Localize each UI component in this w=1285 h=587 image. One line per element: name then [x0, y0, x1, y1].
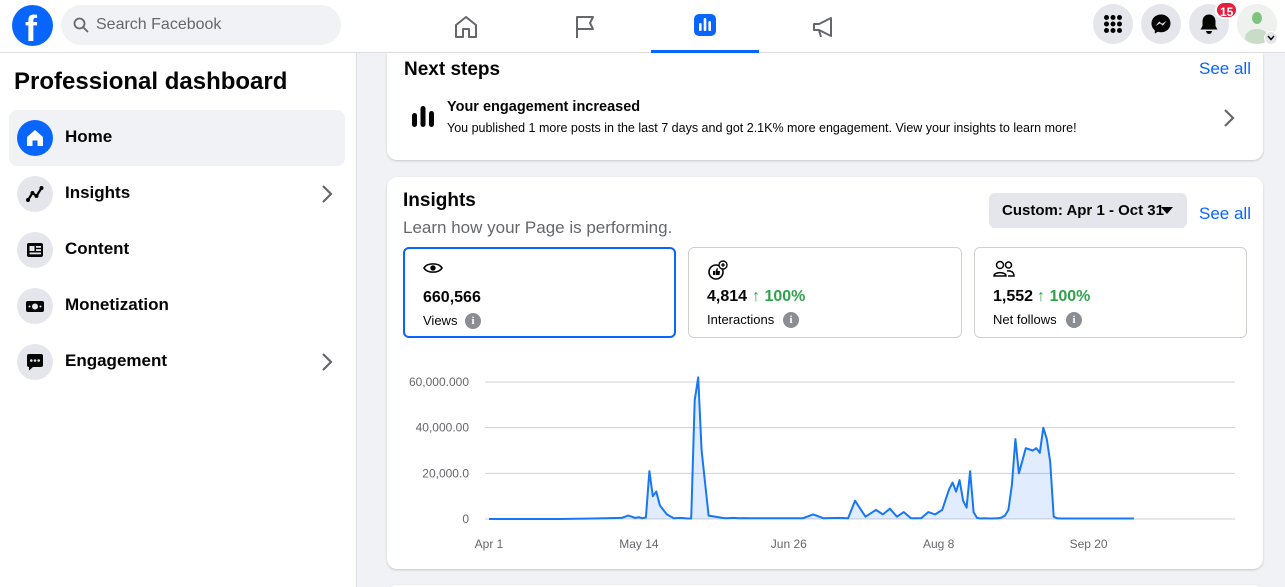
flag-icon	[576, 15, 594, 38]
x-tick-label: Apr 1	[475, 537, 504, 551]
metric-label: Views	[423, 313, 458, 328]
views-chart: 0 20,000.0 40,000.00 60,000.000 Apr 1 May 14 J…	[409, 375, 1235, 551]
eye-icon	[423, 263, 443, 273]
sidebar-item-label: Monetization	[65, 295, 169, 314]
insights-card: Insights Learn how your Page is performi…	[387, 177, 1263, 569]
metric-change: ↑ 100%	[752, 288, 806, 305]
x-tick-label: May 14	[619, 537, 659, 551]
dashboard-icon	[694, 14, 716, 36]
sidebar-item-label: Engagement	[65, 351, 168, 370]
bell-icon	[1200, 14, 1218, 34]
grid-menu-icon	[1104, 15, 1122, 33]
chevron-right-icon	[322, 353, 333, 371]
date-range-label: Custom: Apr 1 - Oct 31	[1002, 202, 1164, 219]
insights-icon	[17, 176, 53, 212]
insights-see-all-link[interactable]: See all	[1199, 204, 1251, 223]
sidebar-item-engagement[interactable]: Engagement	[9, 334, 345, 390]
sidebar-item-label: Content	[65, 239, 130, 258]
caret-down-icon	[1161, 207, 1173, 214]
bar-chart-icon	[412, 106, 434, 127]
y-tick-label: 0	[462, 512, 469, 526]
engagement-description: You published 1 more posts in the last 7…	[447, 121, 1077, 135]
chevron-right-icon[interactable]	[1223, 108, 1235, 128]
people-icon	[993, 260, 1015, 277]
metric-value: 1,552	[993, 288, 1034, 305]
metric-change: ↑ 100%	[1037, 288, 1091, 305]
metric-interactions[interactable]: 4,814 ↑ 100% Interactions i	[688, 247, 962, 338]
money-icon	[17, 288, 53, 324]
menu-button[interactable]	[1093, 4, 1133, 44]
engagement-title[interactable]: Your engagement increased	[447, 99, 641, 115]
facebook-logo-letter: f	[25, 8, 37, 49]
metric-net-follows[interactable]: 1,552 ↑ 100% Net follows i	[974, 247, 1247, 338]
y-tick-label: 20,000.0	[422, 466, 469, 480]
notification-badge: 15	[1215, 1, 1239, 19]
nav-tab-ads[interactable]	[770, 0, 878, 53]
insights-subtitle: Learn how your Page is performing.	[403, 218, 673, 237]
messenger-icon	[1151, 14, 1171, 34]
nav-tab-pages[interactable]	[531, 0, 639, 53]
chevron-down-icon	[1267, 35, 1275, 41]
metric-views[interactable]: 660,566 Views i	[403, 247, 676, 338]
chevron-right-icon	[322, 185, 333, 203]
metric-label: Interactions	[707, 312, 775, 327]
nav-tab-dashboard[interactable]	[651, 0, 759, 53]
avatar[interactable]	[1237, 4, 1277, 44]
search-input[interactable]	[96, 14, 331, 36]
series-line	[489, 376, 1134, 520]
insights-title: Insights	[403, 190, 476, 211]
sidebar-item-home[interactable]: Home	[9, 110, 345, 166]
sidebar-item-monetization[interactable]: Monetization	[9, 278, 345, 334]
next-steps-title: Next steps	[404, 59, 501, 80]
info-icon[interactable]: i	[465, 313, 481, 329]
metric-value: 660,566	[423, 289, 481, 306]
x-tick-label: Jun 26	[771, 537, 807, 551]
next-card-edge	[387, 585, 1263, 587]
sidebar-item-insights[interactable]: Insights	[9, 166, 345, 222]
sidebar-item-content[interactable]: Content	[9, 222, 345, 278]
megaphone-icon	[813, 16, 832, 37]
chat-icon	[17, 344, 53, 380]
sidebar-title: Professional dashboard	[14, 68, 288, 95]
nav-tab-home[interactable]	[412, 0, 520, 53]
y-tick-label: 60,000.000	[409, 375, 469, 389]
messenger-button[interactable]	[1141, 4, 1181, 44]
search-box[interactable]	[61, 5, 341, 45]
search-icon	[73, 17, 89, 33]
sidebar-item-label: Insights	[65, 183, 131, 202]
sidebar: Professional dashboard Home Insights Con…	[0, 53, 357, 587]
interactions-icon	[708, 260, 728, 280]
next-steps-see-all-link[interactable]: See all	[1199, 59, 1251, 78]
info-icon[interactable]: i	[783, 312, 799, 328]
next-steps-card: Next steps See all Your engagement incre…	[387, 53, 1263, 160]
y-tick-label: 40,000.00	[416, 421, 470, 435]
content-icon	[17, 232, 53, 268]
facebook-logo[interactable]: f	[12, 5, 53, 49]
account-menu-button[interactable]	[1264, 31, 1278, 45]
top-bar: f 15	[0, 0, 1285, 53]
x-tick-label: Aug 8	[923, 537, 955, 551]
avatar-image	[1237, 4, 1277, 44]
home-icon	[17, 120, 53, 156]
date-range-dropdown[interactable]: Custom: Apr 1 - Oct 31	[989, 193, 1187, 228]
metric-value: 4,814	[707, 288, 748, 305]
home-icon	[455, 15, 477, 38]
x-tick-label: Sep 20	[1070, 537, 1108, 551]
sidebar-item-label: Home	[65, 127, 113, 146]
info-icon[interactable]: i	[1066, 312, 1082, 328]
metric-label: Net follows	[993, 312, 1057, 327]
